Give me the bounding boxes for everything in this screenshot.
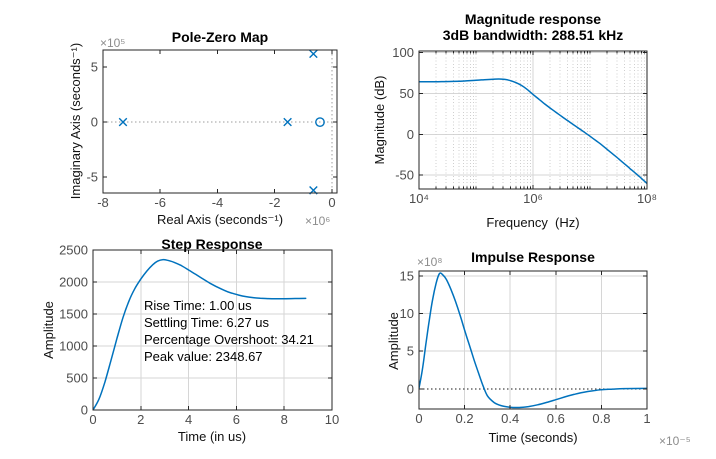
y-tick-label: 2000	[59, 275, 88, 290]
axes-box	[92, 249, 333, 411]
impulse-ylabel: Amplitude	[385, 312, 401, 370]
impulse-xlabel: Time (seconds)	[488, 430, 578, 445]
y-tick-label: 0	[81, 403, 88, 418]
step-title: Step Response	[161, 236, 263, 252]
x-tick-label: 0	[89, 412, 96, 427]
x-tick-label: 10	[325, 412, 339, 427]
y-tick-label: 5	[407, 344, 414, 359]
pole-zero-x-exponent: ×10⁶	[305, 214, 331, 228]
y-tick-label: 1500	[59, 307, 88, 322]
step-overshoot: Percentage Overshoot: 34.21	[144, 332, 314, 347]
x-tick-label: 0	[415, 411, 422, 426]
pole-zero-y-exponent: ×10⁵	[100, 36, 126, 50]
y-tick-label: 10	[400, 306, 414, 321]
magnitude-subtitle: 3dB bandwidth: 288.51 kHz	[442, 27, 624, 43]
x-tick-label: 0	[328, 195, 335, 210]
axes-box	[102, 49, 338, 194]
x-tick-label: 0.8	[592, 411, 610, 426]
pole-zero-title: Pole-Zero Map	[171, 29, 269, 45]
impulse-x-exponent: ×10⁻⁵	[659, 434, 691, 448]
y-tick-label: 500	[66, 371, 88, 386]
x-tick-label: 8	[281, 412, 288, 427]
x-tick-label: 4	[185, 412, 192, 427]
x-tick-label: 2	[137, 412, 144, 427]
x-tick-label: 0.2	[456, 411, 474, 426]
x-tick-label: 0.4	[501, 411, 519, 426]
step-peak-value: Peak value: 2348.67	[144, 349, 263, 364]
step-response-plot: 0 2 4 6 8 10 0 500 1000 1500 2000 2500	[59, 243, 339, 428]
y-tick-label: 0	[91, 115, 98, 130]
pole-zero-plot: -8 -6 -4 -2 0 -5 0 5	[86, 49, 338, 210]
step-curve	[93, 258, 307, 410]
magnitude-curve	[419, 78, 647, 185]
y-tick-label: 15	[400, 268, 414, 283]
y-tick-label: -5	[86, 170, 98, 185]
x-tick-label: -4	[212, 195, 224, 210]
magnitude-title: Magnitude response	[464, 11, 602, 27]
y-tick-label: 0	[407, 382, 414, 397]
y-tick-label: 100	[392, 45, 414, 60]
y-tick-label: 2500	[59, 243, 88, 258]
x-tick-label: 1	[643, 411, 650, 426]
x-tick-label: 0.6	[547, 411, 565, 426]
impulse-title: Impulse Response	[471, 249, 595, 265]
pole-zero-ylabel: Imaginary Axis (seconds⁻¹)	[67, 42, 83, 200]
y-tick-label: -50	[395, 168, 414, 183]
x-tick-label: 10⁴	[409, 191, 429, 206]
x-tick-label: -8	[97, 195, 109, 210]
zero-marker	[315, 117, 325, 128]
pole-zero-xlabel: Real Axis (seconds⁻¹)	[156, 212, 284, 227]
pole-marker	[283, 117, 292, 127]
y-tick-label: 1000	[59, 339, 88, 354]
step-rise-time: Rise Time: 1.00 us	[144, 298, 252, 313]
y-tick-label: 50	[400, 86, 414, 101]
x-tick-label: 10⁸	[637, 191, 657, 206]
axes-box	[418, 270, 648, 410]
x-tick-label: 10⁶	[523, 191, 543, 206]
y-tick-label: 0	[407, 127, 414, 142]
x-tick-label: -6	[154, 195, 166, 210]
step-xlabel: Time (in us)	[177, 429, 247, 444]
y-tick-label: 5	[91, 60, 98, 75]
step-ylabel: Amplitude	[40, 301, 56, 359]
pole-marker	[309, 49, 318, 59]
impulse-y-exponent: ×10⁸	[417, 255, 443, 269]
pole-marker	[118, 117, 128, 127]
x-tick-label: -2	[269, 195, 281, 210]
x-tick-label: 6	[233, 412, 240, 427]
step-settling-time: Settling Time: 6.27 us	[144, 315, 270, 330]
magnitude-ylabel: Magnitude (dB)	[371, 75, 387, 165]
magnitude-response-plot: 10⁴ 10⁶ 10⁸ -50 0 50 100	[392, 45, 657, 206]
impulse-curve	[419, 272, 647, 409]
magnitude-xlabel: Frequency (Hz)	[486, 215, 580, 230]
